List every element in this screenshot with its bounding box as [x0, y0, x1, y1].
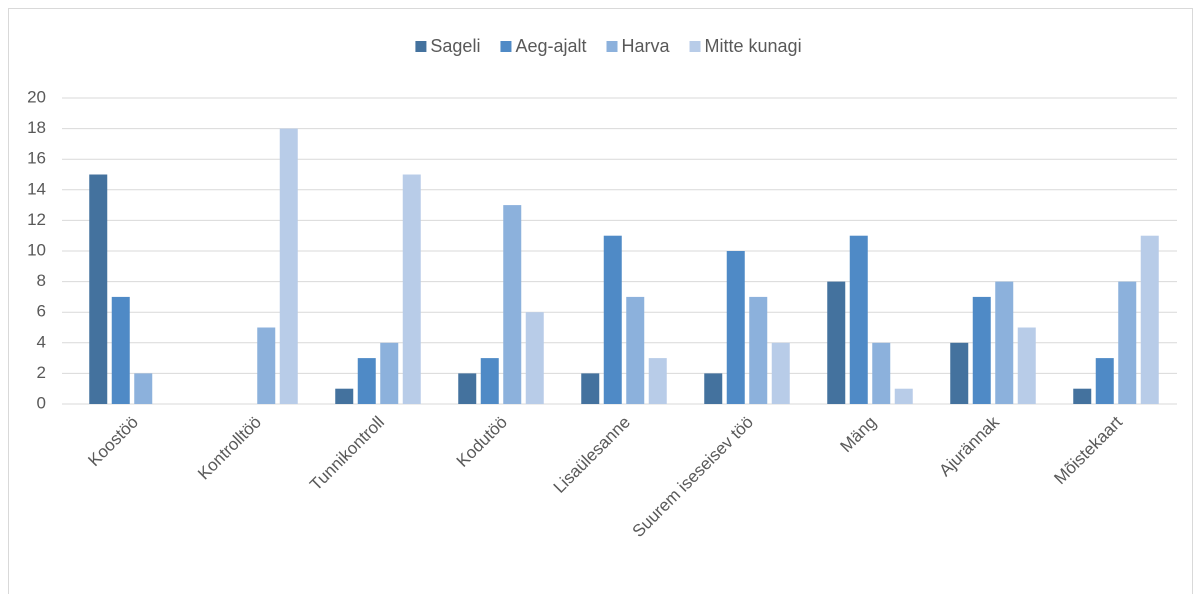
bar [279, 128, 298, 404]
y-tick-label: 12 [27, 210, 46, 229]
legend-swatch [415, 41, 427, 52]
chart-frame [8, 8, 1193, 594]
bar [134, 373, 153, 404]
y-tick-label: 10 [27, 240, 46, 259]
y-tick-label: 20 [27, 87, 46, 106]
bar [480, 358, 499, 404]
y-tick-label: 0 [37, 393, 46, 412]
bar [402, 174, 421, 404]
bar [749, 296, 768, 404]
bar [458, 373, 477, 404]
bar [894, 388, 913, 404]
y-tick-label: 16 [27, 149, 46, 168]
bar [1017, 327, 1036, 404]
bar [1118, 281, 1137, 404]
bar [972, 296, 991, 404]
bar [335, 388, 354, 404]
bar [771, 342, 790, 404]
bar [525, 312, 544, 404]
bar [89, 174, 108, 404]
y-tick-label: 18 [27, 118, 46, 137]
bar [726, 251, 745, 404]
bar [111, 296, 130, 404]
bar [603, 235, 622, 404]
bar [950, 342, 969, 404]
legend-label: Harva [622, 36, 671, 56]
bar [648, 358, 667, 404]
y-tick-label: 14 [27, 179, 46, 198]
legend-swatch [500, 41, 512, 52]
bar [257, 327, 276, 404]
bar [995, 281, 1014, 404]
bar [872, 342, 891, 404]
bar [503, 205, 522, 404]
y-tick-label: 6 [37, 302, 46, 321]
y-tick-label: 2 [37, 363, 46, 382]
legend-label: Sageli [430, 36, 480, 56]
y-tick-label: 8 [37, 271, 46, 290]
bar [849, 235, 868, 404]
bar [1140, 235, 1159, 404]
bar [704, 373, 723, 404]
legend-label: Mitte kunagi [705, 36, 802, 56]
legend-swatch [606, 41, 618, 52]
bar [380, 342, 399, 404]
bar [581, 373, 600, 404]
bar [1073, 388, 1092, 404]
y-tick-label: 4 [37, 332, 46, 351]
bar [1095, 358, 1114, 404]
bar [827, 281, 846, 404]
bar [626, 296, 645, 404]
legend-swatch [689, 41, 701, 52]
bar [357, 358, 376, 404]
legend-label: Aeg-ajalt [515, 36, 586, 56]
